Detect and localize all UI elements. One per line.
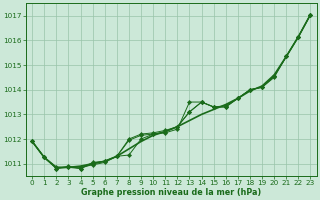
X-axis label: Graphe pression niveau de la mer (hPa): Graphe pression niveau de la mer (hPa): [81, 188, 261, 197]
